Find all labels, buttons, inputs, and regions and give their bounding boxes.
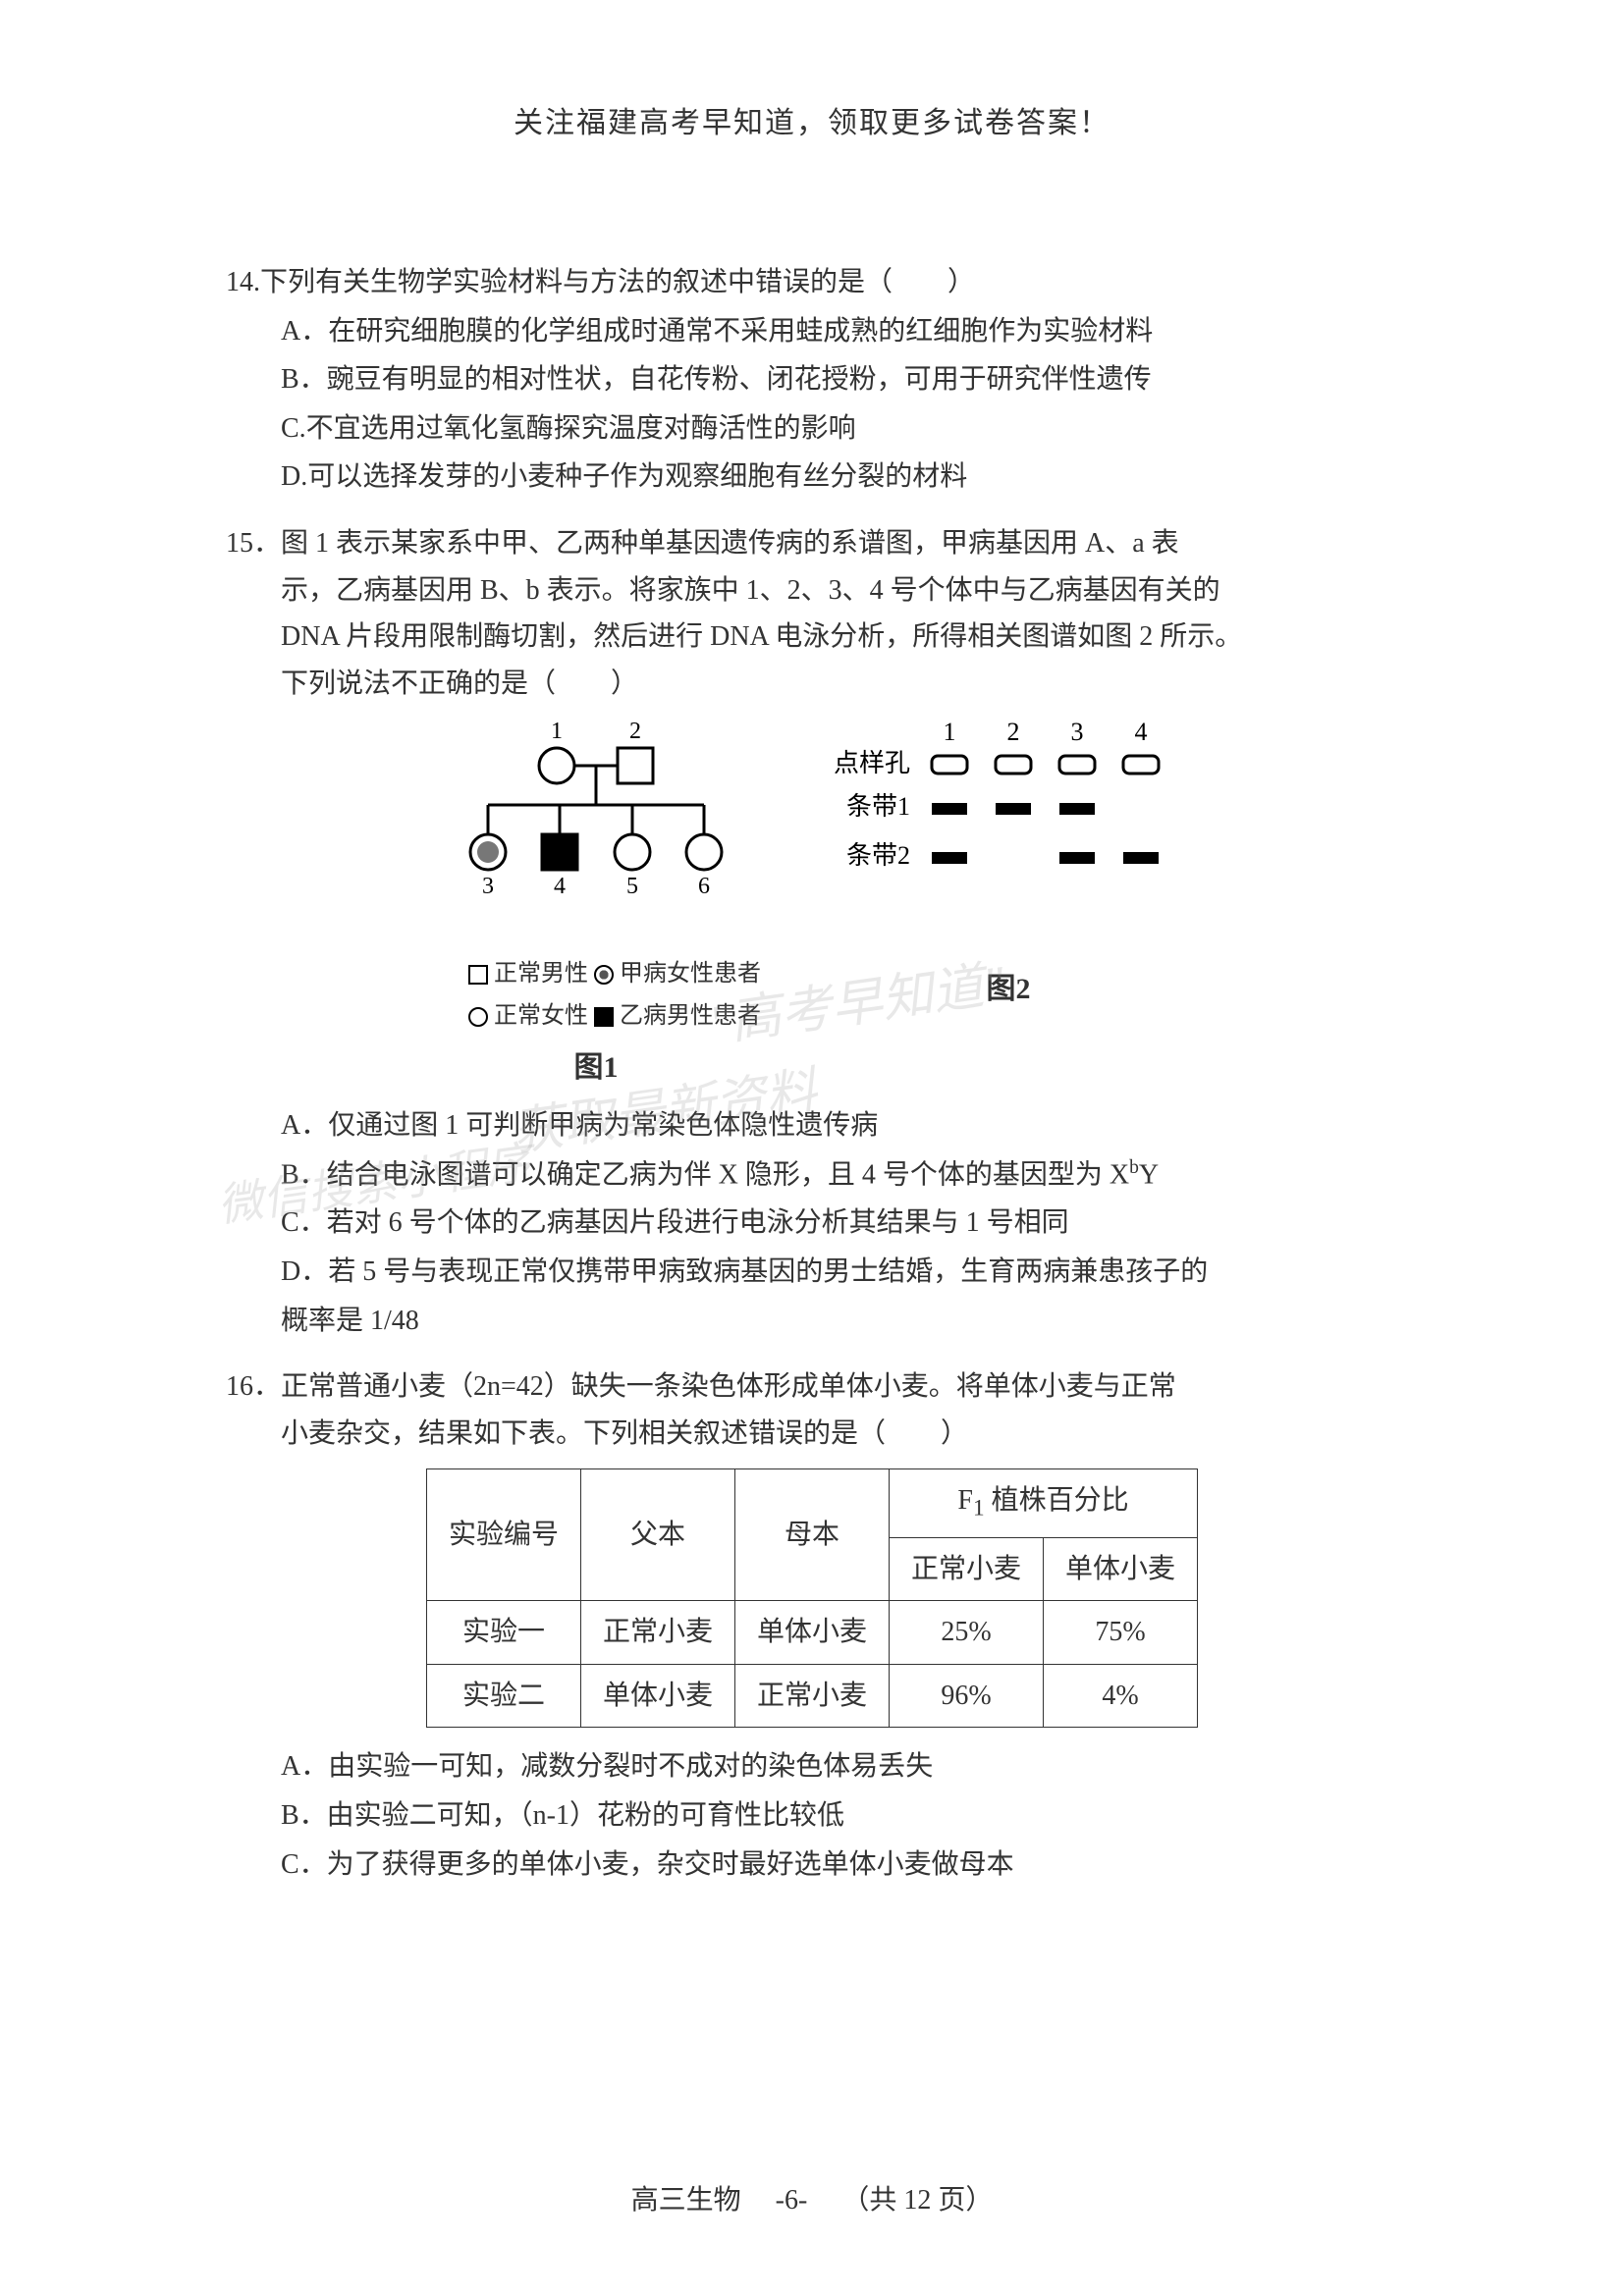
th-f1-sub: 1: [973, 1496, 985, 1522]
q16-stem-line2: 小麦杂交，结果如下表。下列相关叙述错误的是（ ）: [226, 1411, 1398, 1458]
page-footer: 高三生物 -6- （共 12 页）: [0, 2178, 1624, 2217]
pedigree-legend: 正常男性 甲病女性患者 正常女性 乙病男性患者: [468, 954, 763, 1037]
r1-normal: 25%: [890, 1601, 1044, 1665]
figure-2-gel: 1 2 3 4 点样孔 条带1 条带2: [822, 717, 1195, 1014]
th-normal: 正常小麦: [890, 1537, 1044, 1601]
q15-option-a: A．仅通过图 1 可判断甲病为常染色体隐性遗传病: [226, 1102, 1398, 1149]
th-exp: 实验编号: [426, 1469, 580, 1601]
gel-band2-label: 条带2: [846, 841, 910, 870]
r1-exp: 实验一: [426, 1601, 580, 1665]
q15-b-sup: b: [1129, 1157, 1139, 1178]
q14-option-a: A．在研究细胞膜的化学组成时通常不采用蛙成熟的红细胞作为实验材料: [226, 308, 1398, 355]
legend-affected-male: 乙病男性患者: [620, 996, 761, 1037]
table-row-2: 实验二 单体小麦 正常小麦 96% 4%: [426, 1664, 1197, 1728]
q16-option-b: B．由实验二可知，（n-1）花粉的可育性比较低: [226, 1792, 1398, 1840]
gel-col-3: 3: [1071, 718, 1084, 746]
q16-option-a: A．由实验一可知，减数分裂时不成对的染色体易丢失: [226, 1743, 1398, 1790]
legend-affected-female-icon: [594, 965, 614, 985]
q15-b-post: Y: [1139, 1159, 1159, 1190]
q16-table: 实验编号 父本 母本 F1 植株百分比 正常小麦 单体小麦 实验一 正常小麦 单…: [426, 1468, 1198, 1728]
legend-affected-male-icon: [594, 1007, 614, 1027]
q16-option-c: C．为了获得更多的单体小麦，杂交时最好选单体小麦做母本: [226, 1842, 1398, 1889]
q14-option-c: C.不宜选用过氧化氢酶探究温度对酶活性的影响: [226, 405, 1398, 453]
q14-stem: 14.下列有关生物学实验材料与方法的叙述中错误的是（ ）: [226, 259, 1398, 306]
figure-2-label: 图2: [822, 964, 1195, 1014]
ped-label-3: 3: [482, 874, 494, 899]
table-row-1: 实验一 正常小麦 单体小麦 25% 75%: [426, 1601, 1197, 1665]
gel-band1-label: 条带1: [846, 792, 910, 821]
gel-col-1: 1: [944, 718, 956, 746]
gel-well-label: 点样孔: [834, 749, 910, 777]
legend-normal-male-icon: [468, 965, 488, 985]
q15-stem-line1: 15．图 1 表示某家系中甲、乙两种单基因遗传病的系谱图，甲病基因用 A、a 表: [226, 520, 1398, 567]
q14-option-b: B．豌豆有明显的相对性状，自花传粉、闭花授粉，可用于研究伴性遗传: [226, 356, 1398, 403]
gel-svg: 1 2 3 4 点样孔 条带1 条带2: [822, 717, 1195, 913]
q15-stem-line2: 示，乙病基因用 B、b 表示。将家族中 1、2、3、4 号个体中与乙病基因有关的: [226, 567, 1398, 614]
footer-total: （共 12 页）: [841, 2185, 993, 2216]
q15-option-b: B．结合电泳图谱可以确定乙病为伴 X 隐形，且 4 号个体的基因型为 XbY: [226, 1151, 1398, 1199]
r2-normal: 96%: [890, 1664, 1044, 1728]
q15-b-pre: B．结合电泳图谱可以确定乙病为伴 X 隐形，且 4 号个体的基因型为 X: [281, 1159, 1129, 1190]
legend-normal-female-icon: [468, 1007, 488, 1027]
r2-mother: 正常小麦: [734, 1664, 889, 1728]
ped-label-4: 4: [554, 874, 566, 899]
ped-label-5: 5: [626, 874, 638, 899]
th-f1-post: 植株百分比: [985, 1485, 1129, 1516]
q15-figure-area: 1 2 3 4: [226, 717, 1398, 1093]
pedigree-svg: 1 2 3 4: [429, 717, 763, 952]
question-14: 14.下列有关生物学实验材料与方法的叙述中错误的是（ ） A．在研究细胞膜的化学…: [226, 259, 1398, 501]
r2-exp: 实验二: [426, 1664, 580, 1728]
q15-option-d-line1: D．若 5 号与表现正常仅携带甲病致病基因的男士结婚，生育两病兼患孩子的: [226, 1249, 1398, 1296]
legend-normal-female: 正常女性: [494, 996, 588, 1037]
table-header-row-1: 实验编号 父本 母本 F1 植株百分比: [426, 1469, 1197, 1537]
q15-stem-line3: DNA 片段用限制酶切割，然后进行 DNA 电泳分析，所得相关图谱如图 2 所示…: [226, 614, 1398, 661]
q15-option-c: C．若对 6 号个体的乙病基因片段进行电泳分析其结果与 1 号相同: [226, 1200, 1398, 1247]
th-mono: 单体小麦: [1044, 1537, 1198, 1601]
th-father: 父本: [580, 1469, 734, 1601]
r2-father: 单体小麦: [580, 1664, 734, 1728]
figure-1-label: 图1: [429, 1042, 763, 1093]
q15-stem-line4: 下列说法不正确的是（ ）: [226, 661, 1398, 708]
q14-option-d: D.可以选择发芽的小麦种子作为观察细胞有丝分裂的材料: [226, 454, 1398, 501]
legend-normal-male: 正常男性: [494, 954, 588, 994]
r1-mother: 单体小麦: [734, 1601, 889, 1665]
footer-subject: 高三生物: [631, 2185, 741, 2216]
question-15: 15．图 1 表示某家系中甲、乙两种单基因遗传病的系谱图，甲病基因用 A、a 表…: [226, 520, 1398, 1344]
gel-col-2: 2: [1007, 718, 1020, 746]
q16-table-wrap: 实验编号 父本 母本 F1 植株百分比 正常小麦 单体小麦 实验一 正常小麦 单…: [226, 1468, 1398, 1728]
th-f1-pre: F: [957, 1485, 973, 1516]
th-mother: 母本: [734, 1469, 889, 1601]
r2-mono: 4%: [1044, 1664, 1198, 1728]
ped-label-1: 1: [551, 719, 563, 744]
figure-1-pedigree: 1 2 3 4: [429, 717, 763, 1093]
q15-option-d-line2: 概率是 1/48: [226, 1298, 1398, 1345]
r1-mono: 75%: [1044, 1601, 1198, 1665]
q16-stem-line1: 16．正常普通小麦（2n=42）缺失一条染色体形成单体小麦。将单体小麦与正常: [226, 1363, 1398, 1411]
ped-label-2: 2: [629, 719, 641, 744]
footer-page: -6-: [776, 2185, 808, 2216]
th-f1: F1 植株百分比: [890, 1469, 1198, 1537]
ped-label-6: 6: [698, 874, 710, 899]
question-16: 16．正常普通小麦（2n=42）缺失一条染色体形成单体小麦。将单体小麦与正常 小…: [226, 1363, 1398, 1888]
legend-affected-female: 甲病女性患者: [620, 954, 761, 994]
r1-father: 正常小麦: [580, 1601, 734, 1665]
gel-col-4: 4: [1135, 718, 1148, 746]
page-header: 关注福建高考早知道，领取更多试卷答案！: [226, 98, 1398, 141]
